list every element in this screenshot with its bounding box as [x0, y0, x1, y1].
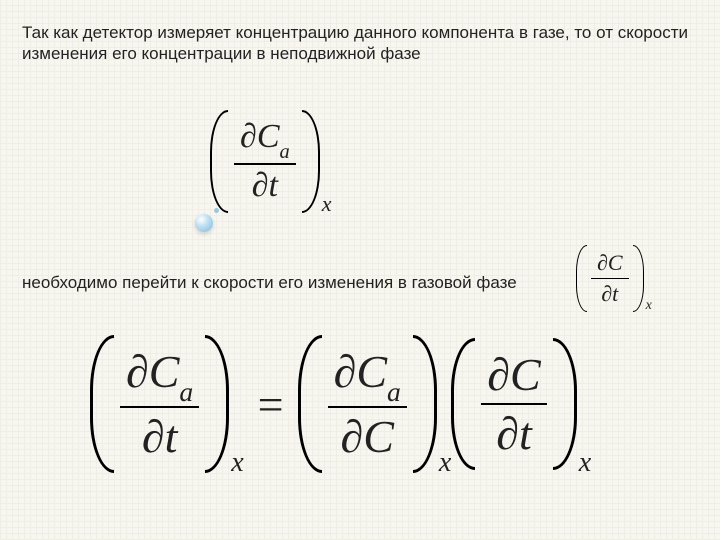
intro-paragraph: Так как детектор измеряет концентрацию д… — [22, 22, 698, 65]
bubble-small-icon — [214, 208, 219, 213]
equation-dC-dt-small: ∂C ∂t x — [576, 245, 652, 312]
transition-paragraph: необходимо перейти к скорости его измене… — [22, 272, 562, 293]
bubble-icon — [195, 214, 213, 232]
equals-sign: = — [258, 378, 284, 431]
paren-group: ∂Ca ∂t — [210, 110, 320, 213]
subscript-x: x — [322, 191, 332, 217]
rhs2-paren: ∂C ∂t — [451, 338, 576, 470]
fraction: ∂Ca ∂t — [222, 110, 308, 213]
equation-chain-rule: ∂Ca ∂t x = ∂Ca ∂C x ∂C ∂t x — [90, 335, 591, 473]
equation-dCa-dt: ∂Ca ∂t x — [210, 110, 331, 213]
rhs1-paren: ∂Ca ∂C — [298, 335, 437, 473]
lhs-paren: ∂Ca ∂t — [90, 335, 229, 473]
